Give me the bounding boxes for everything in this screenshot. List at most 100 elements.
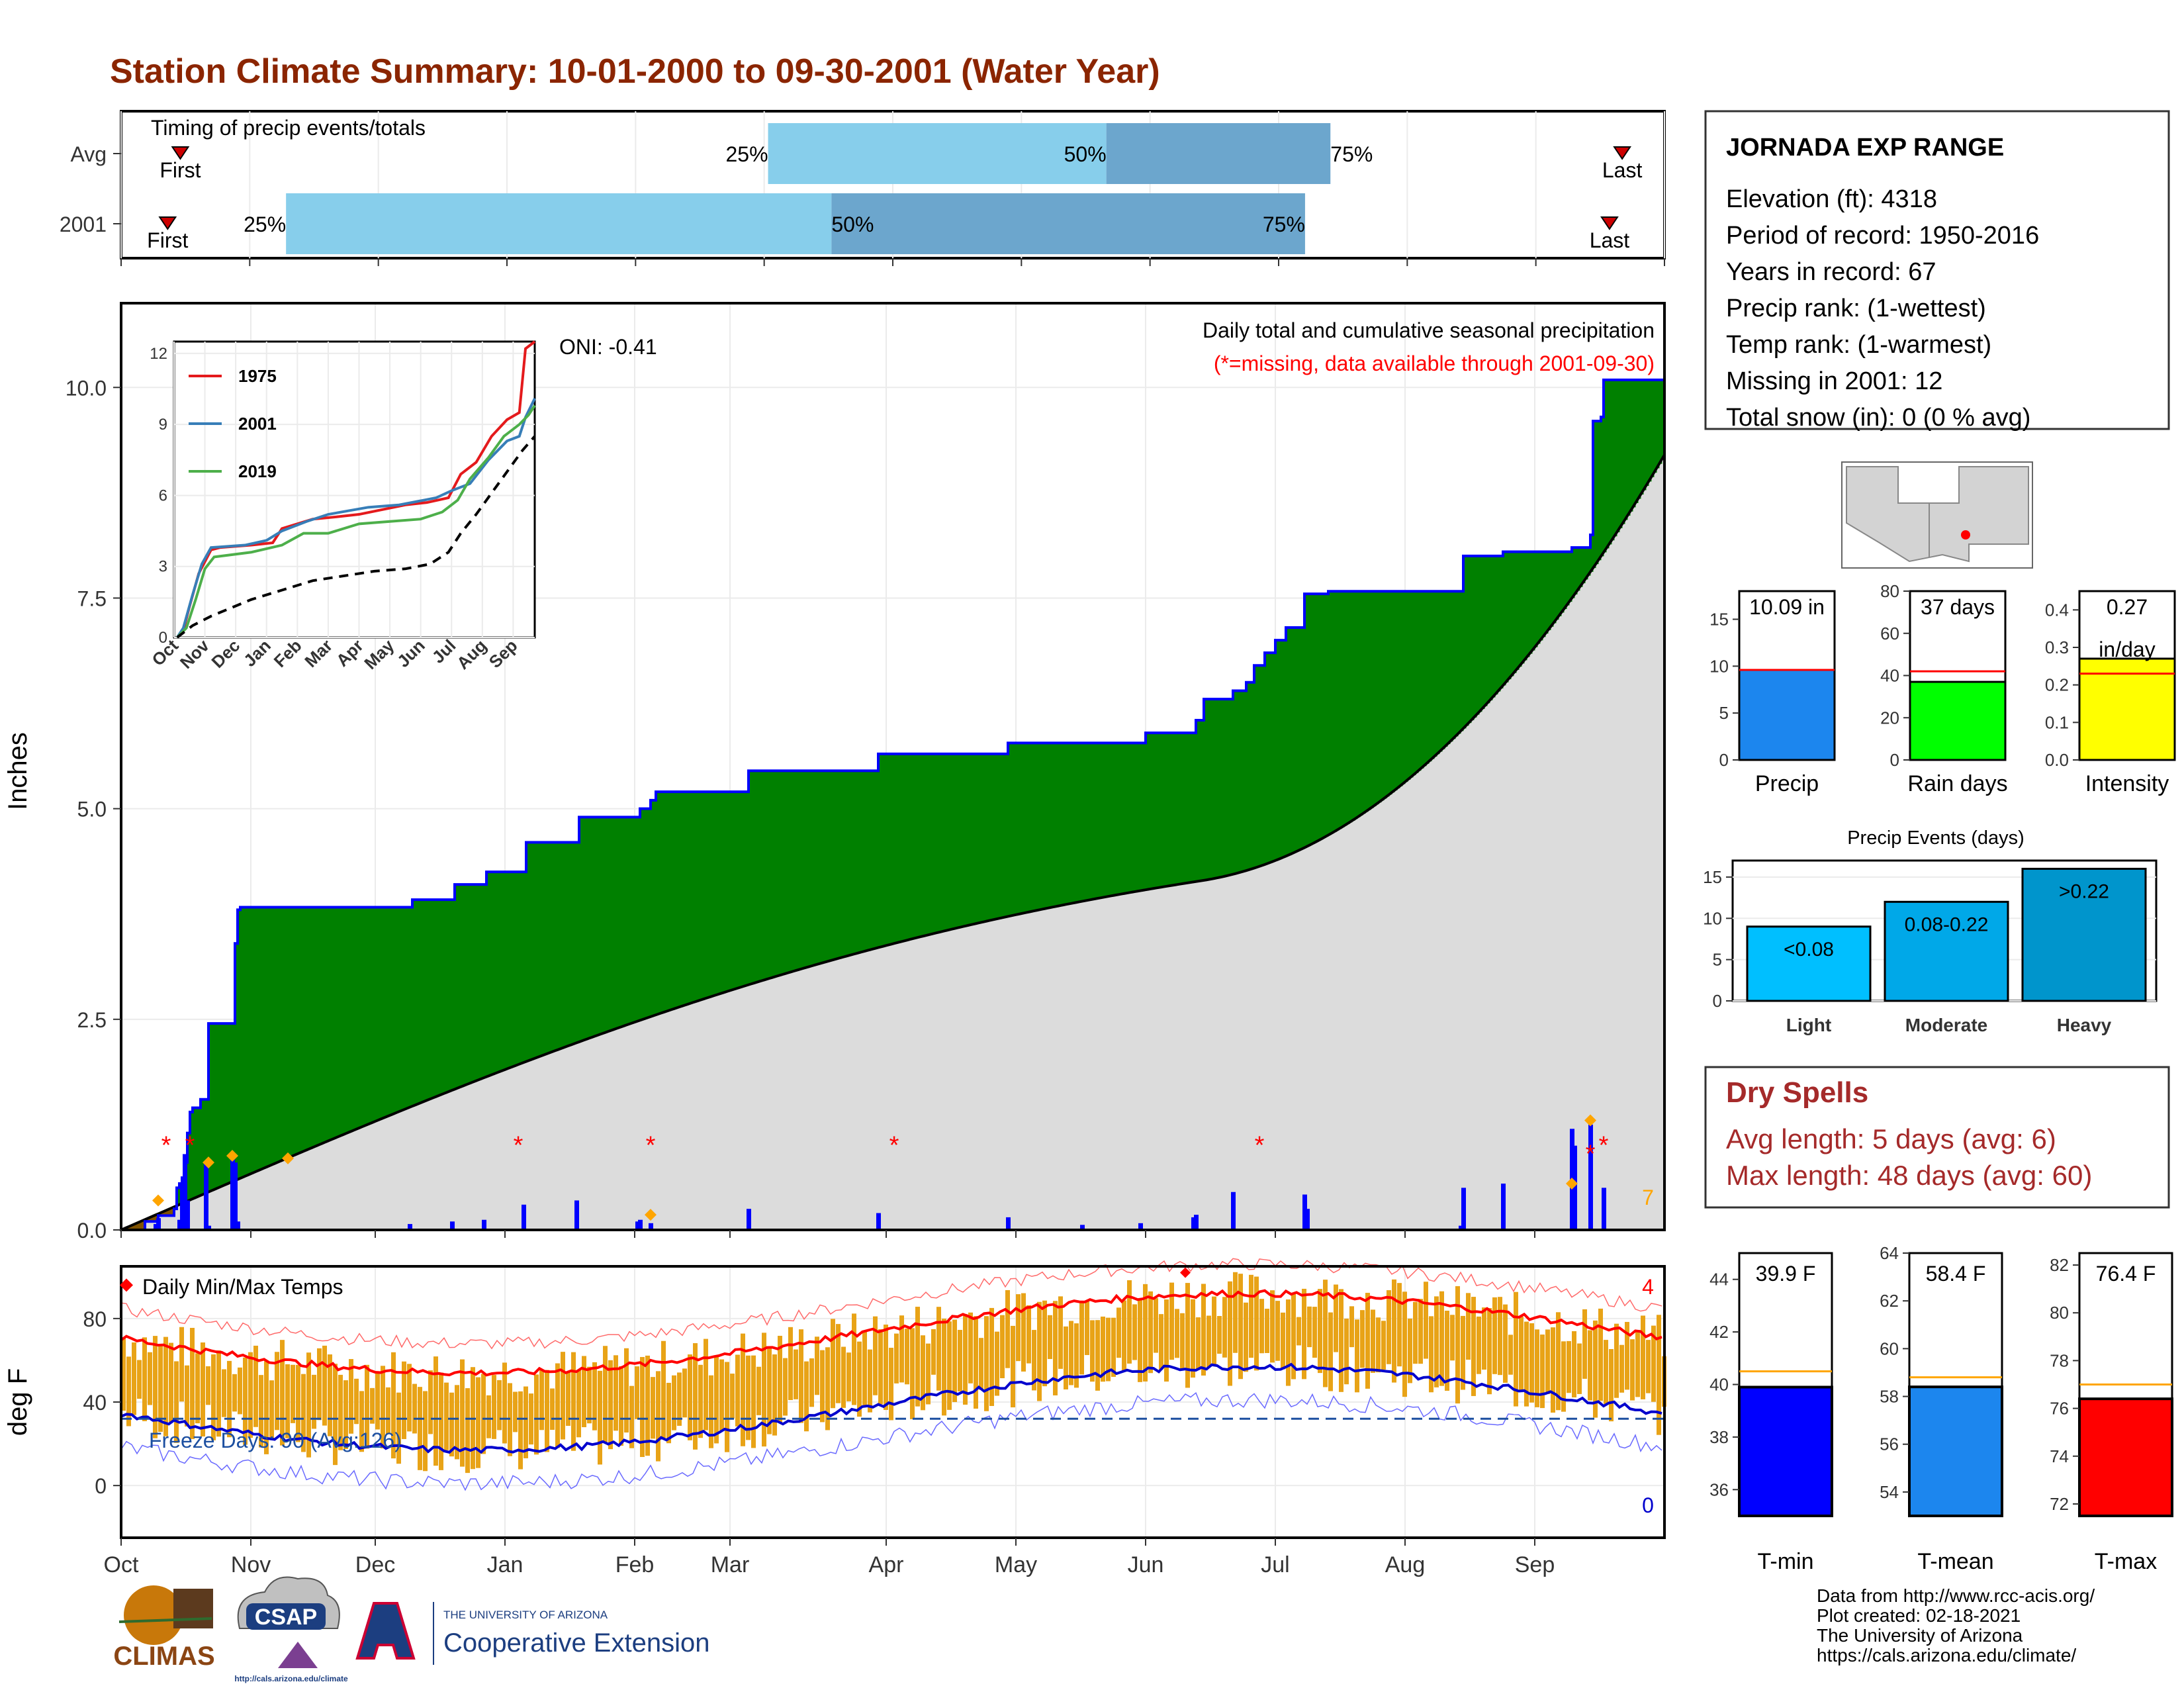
daily-temp-bar (1625, 1321, 1629, 1390)
above-normal-fill (897, 753, 900, 943)
first-marker (158, 216, 177, 230)
above-normal-fill (820, 771, 823, 964)
above-normal-fill (1071, 743, 1075, 904)
above-normal-fill (801, 771, 805, 969)
above-normal-fill (288, 907, 291, 1158)
event-bar-label: Light (1786, 1015, 1831, 1035)
daily-temp-bar (884, 1325, 888, 1410)
daily-precip-bar (1305, 1209, 1310, 1230)
above-normal-fill (563, 842, 567, 1048)
above-normal-fill (1069, 743, 1072, 904)
above-normal-fill (1432, 591, 1435, 759)
above-normal-fill (341, 907, 344, 1136)
above-normal-fill (330, 907, 334, 1141)
daily-temp-bar (1445, 1311, 1449, 1391)
above-normal-fill (1042, 743, 1046, 910)
daily-precip-bar (236, 1221, 240, 1230)
above-normal-fill (722, 792, 725, 994)
daily-temp-bar (1582, 1309, 1587, 1379)
daily-precip-bar (185, 1200, 190, 1230)
above-normal-fill (1008, 743, 1011, 917)
daily-temp-bar (1090, 1320, 1095, 1382)
daily-precip-bar (649, 1223, 653, 1230)
daily-temp-bar (1095, 1320, 1100, 1391)
precip-subtitle: Daily total and cumulative seasonal prec… (1203, 318, 1655, 342)
above-normal-fill (473, 884, 477, 1082)
above-normal-fill (553, 842, 556, 1052)
above-normal-fill (1270, 653, 1273, 863)
above-normal-fill (590, 817, 593, 1039)
inset-grid (173, 342, 535, 638)
daily-temp-bar (328, 1354, 332, 1436)
daily-temp-bar (216, 1350, 221, 1437)
station-location-dot (1961, 530, 1970, 539)
daily-temp-bar (259, 1375, 263, 1448)
above-normal-fill (1641, 379, 1644, 495)
above-normal-fill (584, 817, 588, 1041)
small-bar-tick: 0 (1719, 750, 1729, 770)
above-normal-fill (261, 907, 265, 1170)
above-normal-fill (1479, 555, 1482, 712)
daily-temp-bar (1201, 1284, 1206, 1376)
above-normal-fill (354, 907, 357, 1131)
daily-temp-bar (322, 1345, 327, 1426)
events-tick: 5 (1713, 950, 1722, 970)
daily-temp-bar (354, 1378, 359, 1425)
above-normal-fill (1365, 591, 1369, 812)
above-normal-fill (508, 872, 511, 1069)
daily-temp-bar (227, 1360, 232, 1438)
station-info-line: Period of record: 1950-2016 (1726, 222, 2039, 250)
above-normal-fill (1651, 379, 1655, 477)
daily-temp-bar (518, 1391, 523, 1470)
daily-temp-bar (1392, 1279, 1396, 1383)
small-bar-label: Intensity (2085, 771, 2169, 796)
above-normal-fill (359, 907, 363, 1128)
above-normal-fill (309, 907, 312, 1149)
cumulative-line (121, 378, 1664, 1231)
above-normal-fill (381, 907, 384, 1119)
station-name: JORNADA EXP RANGE (1726, 134, 2004, 162)
daily-temp-bar (455, 1385, 459, 1460)
above-normal-fill (1424, 591, 1427, 767)
above-normal-fill (1109, 743, 1112, 897)
above-normal-fill (1381, 591, 1385, 801)
daily-temp-bar (1111, 1317, 1116, 1377)
above-normal-fill (677, 792, 680, 1008)
month-label: Feb (615, 1552, 655, 1577)
above-normal-fill (1328, 591, 1332, 835)
daily-precip-bar (1006, 1217, 1011, 1230)
above-normal-fill (1503, 551, 1506, 686)
above-normal-fill (378, 907, 381, 1121)
above-normal-fill (1368, 591, 1371, 810)
daily-temp-bar (1429, 1316, 1433, 1393)
above-normal-fill (272, 907, 275, 1165)
above-normal-fill (1537, 551, 1541, 644)
daily-temp-bar (1148, 1291, 1153, 1374)
daily-temp-bar (317, 1348, 322, 1421)
inset-line-2001 (175, 397, 536, 639)
daily-temp-bar (1206, 1315, 1211, 1368)
above-normal-fill (865, 771, 868, 951)
csap-mountain (278, 1642, 318, 1668)
daily-temp-bar (942, 1318, 946, 1416)
daily-temp-bar (121, 1338, 126, 1411)
above-normal-fill (492, 872, 495, 1075)
logos: CLIMAS CSAP http://cals.arizona.edu/climat… (113, 1576, 709, 1683)
daily-temp-bars (121, 1272, 1666, 1474)
above-normal-fill (727, 792, 731, 992)
climas-logo-line (118, 1617, 212, 1623)
record-marker (203, 1156, 214, 1169)
daily-temp-bar (1604, 1340, 1608, 1404)
below-normal-fill (169, 1209, 172, 1216)
events-tick: 15 (1703, 867, 1722, 887)
above-normal-fill (955, 753, 958, 929)
above-normal-fill (1228, 699, 1231, 876)
daily-temp-bar (1259, 1299, 1264, 1354)
above-normal-fill (1466, 555, 1469, 726)
small-bar-tick: 60 (1880, 624, 1899, 643)
daily-temp-bar (1635, 1330, 1640, 1397)
above-normal-fill (1416, 591, 1419, 773)
missing-marker: * (185, 1132, 195, 1160)
above-normal-fill (1582, 547, 1586, 584)
daily-temp-bar (523, 1386, 528, 1458)
